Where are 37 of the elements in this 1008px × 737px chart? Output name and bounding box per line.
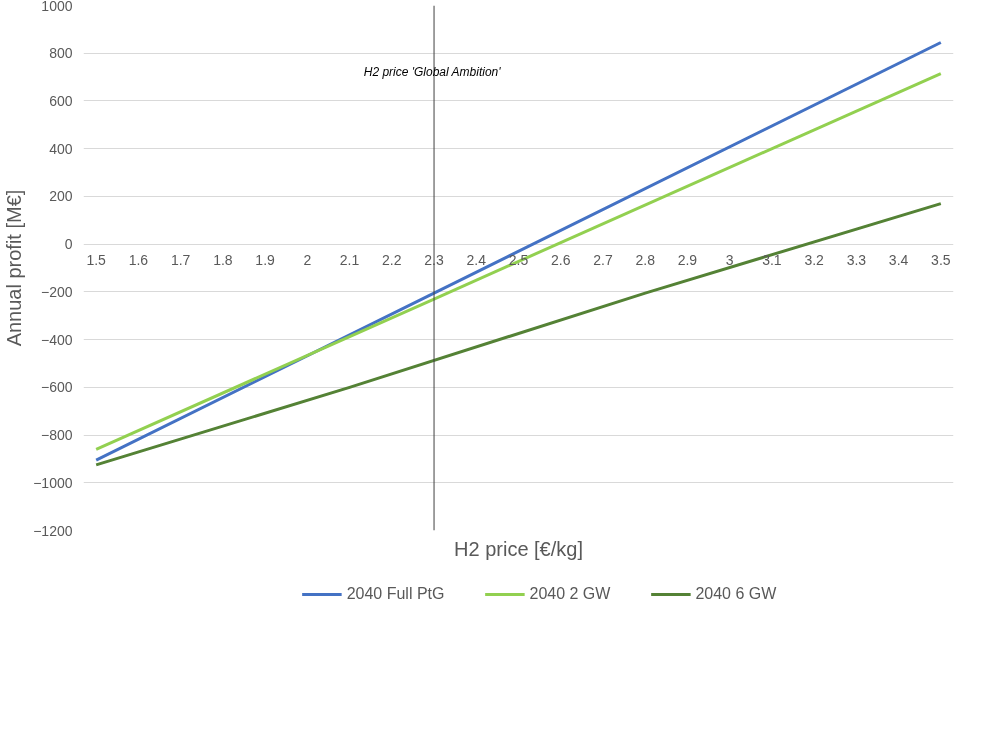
x-tick-label: 1.8: [213, 252, 233, 269]
y-tick-label: −400: [40, 331, 73, 348]
x-tick-label: 2.9: [677, 252, 698, 269]
x-tick-label: 2.8: [635, 252, 656, 269]
x-tick-label: 1.9: [255, 252, 276, 269]
ref-line-label: H2 price 'Global Ambition': [363, 65, 502, 79]
x-tick-label: 1.5: [86, 252, 107, 269]
x-tick-label: 3.4: [888, 252, 909, 269]
x-tick-label: 2.1: [339, 252, 360, 269]
x-tick-label: 3.1: [762, 252, 782, 269]
x-tick-label: 1.6: [128, 252, 149, 269]
x-tick-label: 3: [725, 252, 734, 269]
x-tick-label: 2.4: [466, 252, 487, 269]
y-tick-label: 600: [49, 92, 73, 109]
y-tick-label: −1200: [33, 522, 73, 539]
x-tick-label: 3.3: [846, 252, 867, 269]
x-tick-label: 3.2: [804, 252, 825, 269]
x-tick-label: 2.2: [382, 252, 402, 269]
x-tick-label: 3.5: [931, 252, 951, 269]
legend-label: 2040 Full PtG: [346, 585, 445, 603]
y-tick-label: −200: [40, 283, 73, 300]
x-tick-label: 2: [303, 252, 312, 269]
x-tick-label: 2.6: [551, 252, 571, 269]
y-tick-label: 200: [49, 188, 73, 205]
x-tick-label: 1.7: [170, 252, 191, 269]
x-axis-title: H2 price [€/kg]: [454, 537, 583, 560]
y-tick-label: 400: [49, 140, 73, 157]
y-tick-label: −1000: [33, 474, 73, 491]
x-tick-label: 2.7: [593, 252, 613, 269]
legend-label: 2040 6 GW: [695, 585, 777, 603]
legend-label: 2040 2 GW: [529, 585, 611, 603]
y-axis-title: Annual profit [M€]: [3, 189, 26, 347]
y-tick-label: −600: [40, 379, 73, 396]
y-tick-label: −800: [40, 427, 73, 444]
y-tick-label: 0: [64, 236, 73, 253]
y-tick-label: 800: [49, 45, 73, 62]
y-tick-label: 1000: [41, 0, 73, 14]
